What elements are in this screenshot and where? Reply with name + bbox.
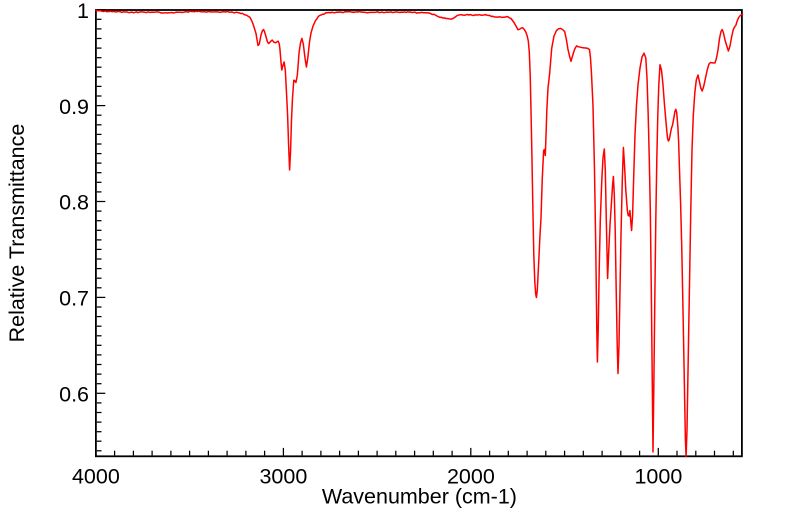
svg-text:4000: 4000 [72, 465, 120, 489]
svg-text:0.8: 0.8 [59, 191, 89, 215]
svg-text:3000: 3000 [259, 465, 307, 489]
svg-text:0.9: 0.9 [59, 95, 89, 119]
svg-text:0.6: 0.6 [59, 383, 89, 407]
svg-text:0.7: 0.7 [59, 287, 89, 311]
svg-text:1: 1 [77, 0, 89, 23]
svg-text:Wavenumber (cm-1): Wavenumber (cm-1) [322, 485, 517, 509]
svg-text:Relative Transmittance: Relative Transmittance [5, 124, 29, 343]
svg-text:1000: 1000 [634, 465, 682, 489]
svg-text:2000: 2000 [447, 465, 495, 489]
